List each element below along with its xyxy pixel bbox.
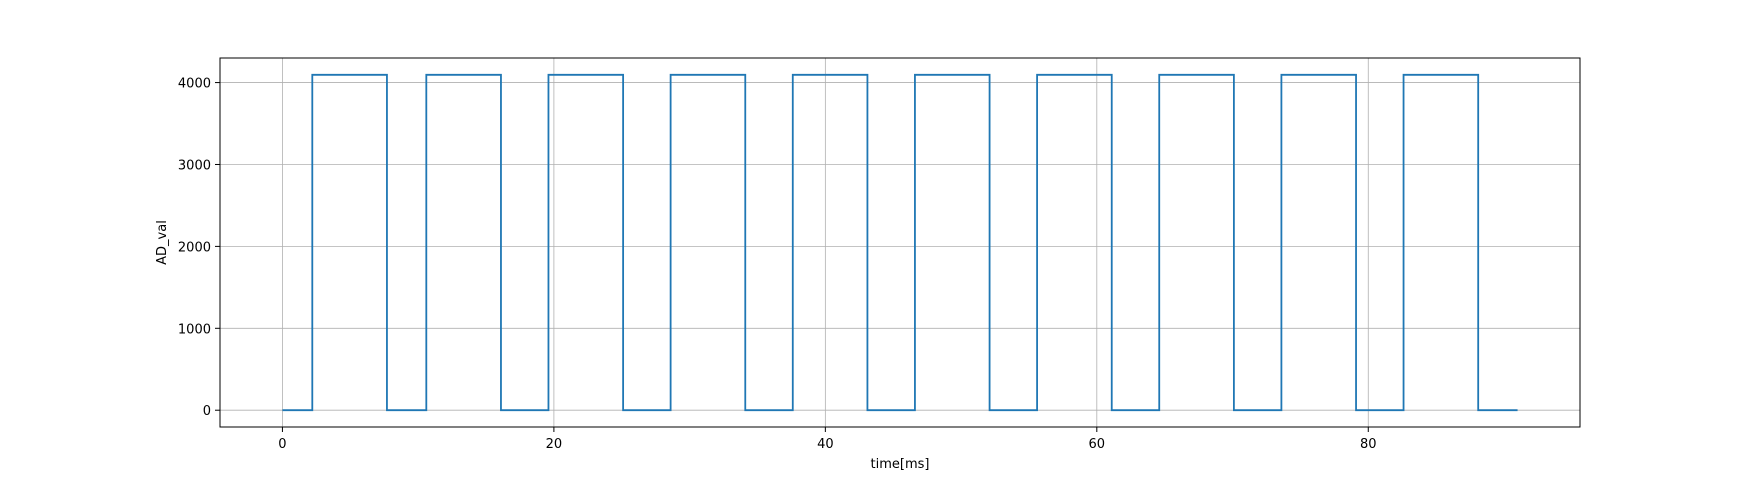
y-axis-label: AD_val <box>155 220 170 265</box>
x-tick-label: 80 <box>1360 437 1377 452</box>
y-tick-label: 2000 <box>178 240 211 255</box>
x-tick-label: 20 <box>546 437 563 452</box>
y-tick-label: 1000 <box>178 322 211 337</box>
axis-ticks: 0 20 40 60 80 0 1000 2000 3000 4000 <box>178 77 1377 452</box>
ad-val-series-line <box>282 73 1518 412</box>
x-axis-label: time[ms] <box>871 457 930 472</box>
series-layer <box>282 73 1518 412</box>
x-tick-label: 0 <box>278 437 286 452</box>
y-tick-label: 4000 <box>178 77 211 92</box>
x-tick-label: 60 <box>1089 437 1106 452</box>
plot-frame <box>219 57 1581 428</box>
y-tick-label: 3000 <box>178 158 211 173</box>
y-tick-label: 0 <box>203 404 211 419</box>
x-tick-label: 40 <box>817 437 834 452</box>
